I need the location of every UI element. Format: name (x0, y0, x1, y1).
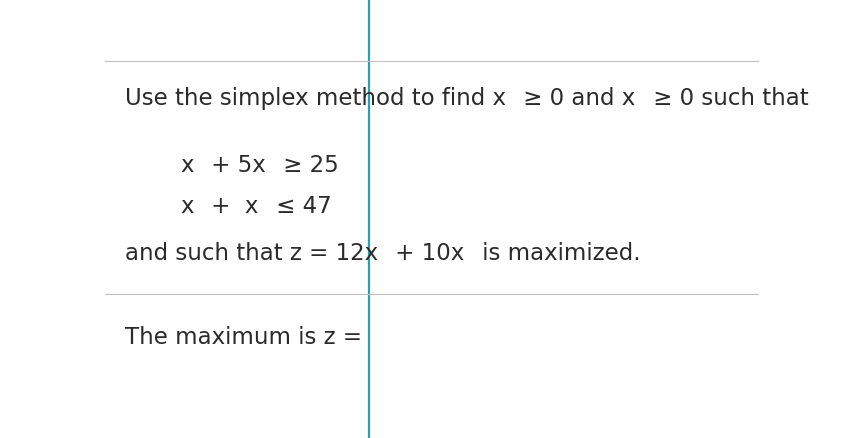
Text: + 5x: + 5x (204, 154, 266, 177)
Text: + 10x: + 10x (389, 242, 464, 265)
Text: +  x: + x (204, 195, 259, 218)
Text: ≤ 47: ≤ 47 (269, 195, 331, 218)
FancyBboxPatch shape (369, 0, 843, 438)
Text: is maximized.: is maximized. (475, 242, 641, 265)
Text: x: x (180, 154, 194, 177)
Text: ≥ 25: ≥ 25 (277, 154, 339, 177)
Text: ≥ 0 and x: ≥ 0 and x (516, 87, 636, 110)
Text: Use the simplex method to find x: Use the simplex method to find x (125, 87, 506, 110)
Text: The maximum is z =: The maximum is z = (125, 326, 369, 349)
Text: x: x (180, 195, 194, 218)
Text: and such that z = 12x: and such that z = 12x (125, 242, 379, 265)
Text: ≥ 0 such that: ≥ 0 such that (646, 87, 808, 110)
